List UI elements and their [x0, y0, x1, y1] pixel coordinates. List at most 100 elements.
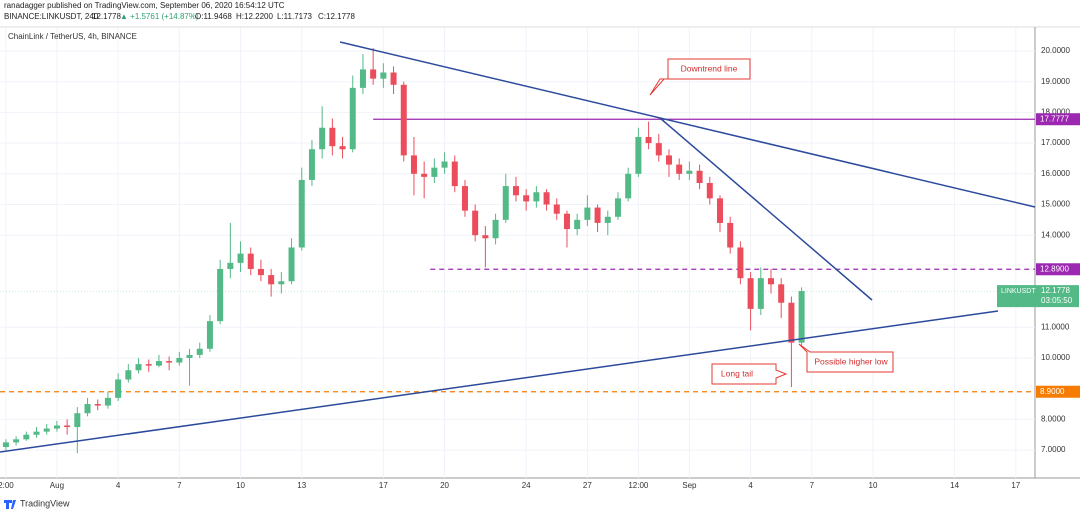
candle-body: [64, 425, 71, 428]
candle-body: [319, 127, 326, 150]
candle-body: [125, 370, 132, 380]
level-tag: [1036, 385, 1080, 398]
y-tick-label: 15.0000: [1041, 200, 1070, 209]
candle-body: [798, 291, 805, 343]
candle-body: [13, 439, 20, 443]
candle-body: [288, 247, 295, 282]
y-tick-label: 19.0000: [1041, 77, 1070, 86]
x-tick-label: 13: [297, 481, 306, 490]
candle-body: [74, 413, 81, 428]
symbol: BINANCE:LINKUSDT, 240: [4, 12, 99, 21]
trend-line: [339, 41, 1036, 208]
candle-body: [543, 192, 550, 205]
candle-body: [217, 268, 224, 322]
candle-body: [359, 69, 366, 88]
candle-body: [227, 262, 234, 269]
candle-body: [176, 357, 183, 363]
candle-body: [421, 173, 428, 177]
x-tick-label: 4: [748, 481, 753, 490]
candle-body: [94, 404, 101, 406]
brand: TradingView: [20, 498, 70, 508]
y-tick-label: 11.0000: [1041, 322, 1070, 331]
candle-body: [747, 278, 754, 309]
trend-line: [659, 117, 873, 301]
callout: [711, 363, 788, 385]
candle-body: [512, 186, 519, 196]
last-price-value: 12.1778: [1041, 286, 1070, 295]
candle-body: [563, 213, 570, 230]
candle-body: [53, 425, 60, 429]
grid: [0, 28, 1035, 478]
candle-body: [625, 173, 632, 199]
x-tick-label: 7: [810, 481, 815, 490]
candle-body: [237, 253, 244, 263]
candle-body: [400, 84, 407, 156]
candles: [2, 47, 805, 454]
candle-body: [604, 216, 611, 223]
callout: [649, 58, 751, 96]
candle-body: [737, 247, 744, 279]
change: ▲ +1.5761 (+14.87%): [120, 12, 199, 21]
x-tick-label: 10: [236, 481, 245, 490]
candle-body: [574, 219, 581, 230]
level-label: 8.9000: [1040, 387, 1065, 396]
candle-body: [706, 183, 713, 199]
callout: [798, 343, 894, 373]
candle-body: [788, 302, 795, 343]
candle-body: [410, 155, 417, 174]
logo: [4, 500, 16, 509]
candle-body: [584, 207, 591, 220]
x-tick-label: 7: [177, 481, 182, 490]
ohlc-open: O:11.9468: [195, 12, 232, 21]
candle-body: [655, 143, 662, 156]
candle-body: [757, 278, 764, 309]
candle-body: [370, 69, 377, 79]
candle-body: [431, 167, 438, 177]
candle-body: [145, 364, 152, 366]
candle-body: [196, 348, 203, 355]
levels: [0, 118, 1035, 393]
publisher: ranadagger published on TradingView.com,…: [4, 1, 285, 10]
x-tick-label: 4: [116, 481, 121, 490]
y-tick-label: 8.0000: [1041, 414, 1066, 423]
candle-body: [380, 72, 387, 79]
candle-body: [166, 361, 173, 363]
y-tick-label: 7.0000: [1041, 445, 1066, 454]
candle-body: [186, 354, 193, 358]
y-tick-label: 14.0000: [1041, 230, 1070, 239]
candle-body: [767, 278, 774, 285]
annotation: Downtrend line: [681, 63, 738, 73]
candle-body: [523, 195, 530, 202]
x-tick-label: 27: [583, 481, 592, 490]
candle-body: [33, 431, 40, 435]
candle-body: [308, 149, 315, 180]
ohlc-close: C:12.1778: [318, 12, 355, 21]
candle-body: [594, 207, 601, 223]
x-tick-label: 14: [950, 481, 959, 490]
candle-body: [472, 210, 479, 236]
ohlc-high: H:12.2200: [236, 12, 273, 21]
last-price-name: LINKUSDT: [1001, 288, 1036, 295]
candle-body: [268, 275, 275, 285]
x-tick-label: Aug: [50, 481, 64, 490]
candle-body: [155, 361, 162, 366]
x-tick-label: 17: [1011, 481, 1020, 490]
candle-body: [247, 253, 254, 269]
candle-body: [727, 222, 734, 248]
candle-body: [676, 164, 683, 174]
candle-body: [206, 321, 213, 349]
trend-line: [0, 310, 999, 453]
candle-body: [716, 198, 723, 223]
axes: 7.0000 8.0000 10.0000 11.0000 14.0000 15.0000…: [0, 46, 1080, 490]
candle-body: [339, 146, 346, 150]
x-tick-label: Sep: [682, 481, 697, 490]
chart-title: ChainLink / TetherUS, 4h, BINANCE: [8, 32, 137, 41]
candle-body: [686, 170, 693, 174]
annotations: Downtrend line Long tail Possible higher…: [649, 58, 894, 385]
x-tick-label: 24: [522, 481, 531, 490]
candle-body: [43, 428, 50, 432]
x-tick-label: 20: [440, 481, 449, 490]
